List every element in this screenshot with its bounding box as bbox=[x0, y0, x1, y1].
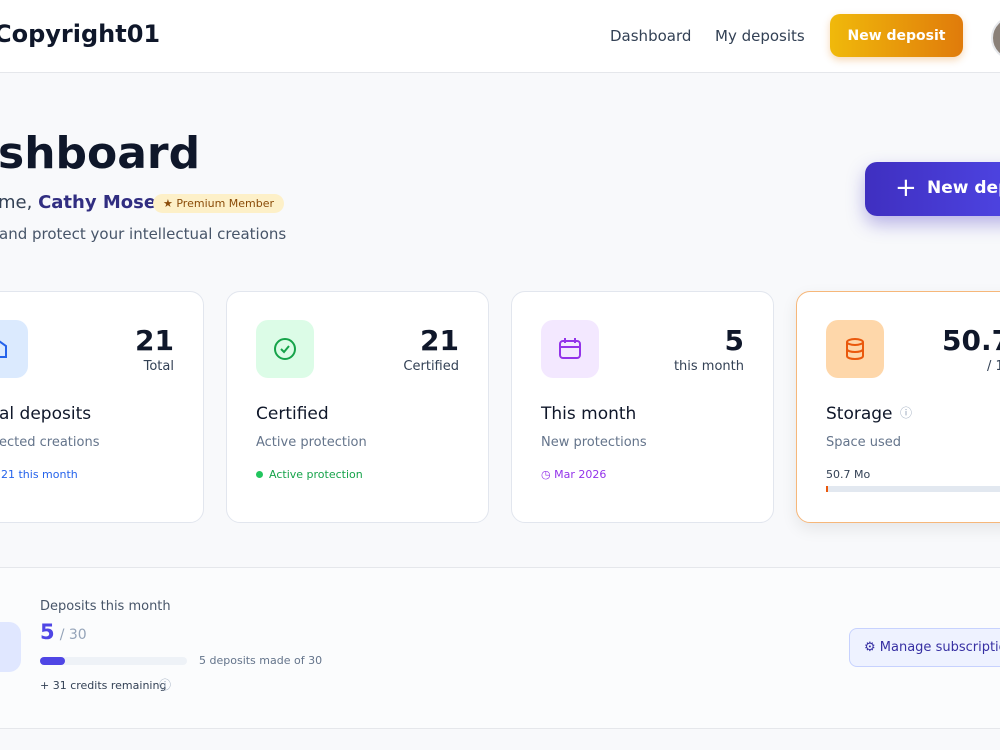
quota-icon bbox=[0, 622, 21, 672]
stat-icon bbox=[0, 320, 28, 378]
user-name: Cathy Moser bbox=[38, 192, 165, 213]
quota-section: Deposits this month 5 / 30 5 deposits ma… bbox=[0, 567, 1000, 729]
greeting: me, Cathy Moser bbox=[0, 192, 165, 213]
stat-value: 21 bbox=[135, 324, 174, 357]
badge-text: Premium Member bbox=[176, 197, 275, 210]
plus-icon: + bbox=[895, 173, 917, 203]
quota-used: 5 bbox=[40, 620, 55, 644]
subtitle: and protect your intellectual creations bbox=[0, 225, 287, 243]
stat-icon bbox=[256, 320, 314, 378]
manage-subscription-button[interactable]: ⚙ Manage subscriptio bbox=[849, 628, 1000, 667]
new-deposit-button[interactable]: New deposit bbox=[830, 14, 963, 57]
new-deposit-hero-button[interactable]: + New dep bbox=[865, 162, 1000, 216]
stat-card[interactable]: 21 Total al deposits ected creations 21 … bbox=[0, 291, 204, 523]
icon bbox=[559, 338, 581, 359]
avatar[interactable] bbox=[991, 16, 1000, 60]
stat-icon bbox=[541, 320, 599, 378]
quota-fill bbox=[40, 657, 65, 665]
gear-icon: ⚙ bbox=[864, 640, 876, 655]
quota-progress: 5 deposits made of 30 bbox=[199, 654, 323, 667]
quota-count: 5 / 30 bbox=[40, 620, 87, 644]
quota-total: / 30 bbox=[59, 627, 87, 643]
stat-card[interactable]: 50.7 / 1 Storage ⓘ Space used 50.7 Mo bbox=[796, 291, 1000, 523]
icon bbox=[846, 338, 864, 360]
storage-bar bbox=[826, 486, 1000, 492]
stat-value-label: Certified bbox=[403, 359, 459, 374]
nav-link[interactable]: My deposits bbox=[715, 27, 805, 45]
icon bbox=[0, 340, 7, 358]
status-dot bbox=[256, 471, 263, 478]
stat-subtitle: Active protection bbox=[256, 435, 367, 450]
icon bbox=[274, 338, 296, 360]
stat-value-label: Total bbox=[143, 359, 174, 374]
footer-text: Active protection bbox=[269, 468, 363, 481]
stat-title: al deposits bbox=[0, 404, 92, 424]
page-title: shboard bbox=[0, 128, 201, 179]
stat-value-label: this month bbox=[673, 359, 744, 374]
info-icon[interactable]: ⓘ bbox=[900, 406, 913, 420]
greeting-text: me, bbox=[0, 192, 33, 213]
stat-card[interactable]: 5 this month This month New protections … bbox=[511, 291, 774, 523]
stat-subtitle: Space used bbox=[826, 435, 902, 450]
stat-subtitle: New protections bbox=[541, 435, 647, 450]
nav-link[interactable]: Dashboard bbox=[610, 27, 692, 45]
stat-value: 21 bbox=[420, 324, 459, 357]
storage-fill bbox=[826, 486, 828, 492]
quota-credits: + 31 credits remaining bbox=[40, 679, 167, 692]
top-bar: Copyright01 Dashboard My deposits New de… bbox=[0, 0, 1000, 73]
button-text: New dep bbox=[927, 178, 1000, 198]
stat-title: Certified bbox=[256, 404, 329, 424]
stat-title: This month bbox=[541, 404, 637, 424]
stat-title: Storage bbox=[826, 404, 893, 424]
premium-badge: ★ Premium Member bbox=[153, 194, 285, 213]
button-text: Manage subscriptio bbox=[879, 640, 1000, 655]
stat-subtitle: ected creations bbox=[0, 435, 100, 450]
stat-icon bbox=[826, 320, 884, 378]
brand[interactable]: Copyright01 bbox=[0, 20, 161, 48]
stat-footer: ◷ Mar 2026 bbox=[541, 468, 607, 481]
quota-bar bbox=[40, 657, 187, 665]
footer-text: Mar 2026 bbox=[554, 468, 607, 481]
stat-footer: 21 this month bbox=[1, 468, 78, 481]
stat-card[interactable]: 21 Certified Certified Active protection… bbox=[226, 291, 489, 523]
info-icon[interactable]: ⓘ bbox=[159, 678, 172, 692]
quota-label: Deposits this month bbox=[40, 599, 171, 614]
stat-footer: Active protection bbox=[256, 468, 363, 481]
stat-footer: 50.7 Mo bbox=[826, 468, 871, 481]
stat-value-label: / 1 bbox=[987, 359, 1000, 374]
stat-value: 50.7 bbox=[942, 324, 1000, 357]
stat-value: 5 bbox=[724, 324, 744, 357]
